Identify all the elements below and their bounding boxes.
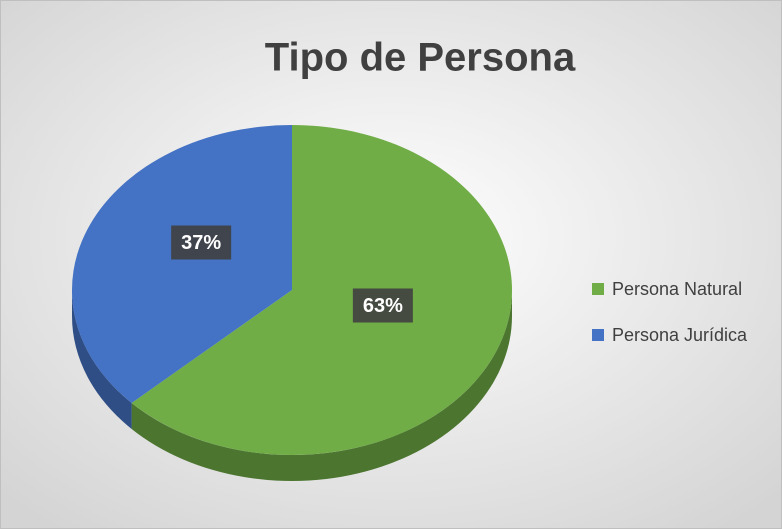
pie-slice <box>71 125 292 403</box>
data-label-box <box>352 288 413 323</box>
legend-swatch <box>592 329 604 341</box>
legend-label: Persona Jurídica <box>612 325 748 345</box>
pie-side <box>131 290 513 481</box>
legend-label: Persona Natural <box>612 279 742 299</box>
data-label: 37% <box>181 232 221 254</box>
legend-swatch <box>592 283 604 295</box>
pie-side <box>72 290 132 429</box>
data-label: 63% <box>363 295 403 317</box>
pie-slice <box>131 125 513 455</box>
chart-title: Tipo de Persona <box>265 36 576 80</box>
data-label-box <box>171 225 232 260</box>
